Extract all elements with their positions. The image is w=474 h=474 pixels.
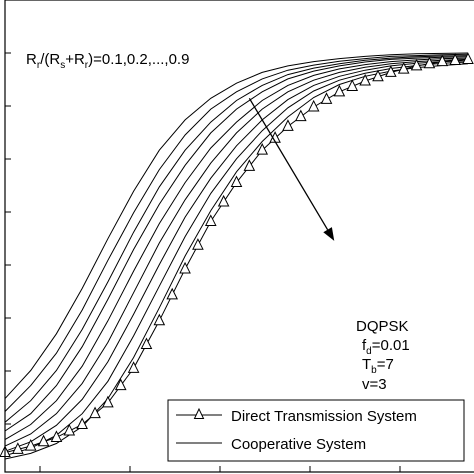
annotation-arrow: [248, 97, 329, 231]
direct-marker: [12, 442, 24, 454]
cooperative-curve: [4, 52, 469, 399]
param-v: v=3: [362, 376, 387, 393]
direct-marker: [359, 73, 371, 86]
direct-marker: [294, 109, 307, 122]
legend-label-direct: Direct Transmission System: [231, 408, 417, 425]
axis-ticks: [5, 52, 401, 472]
direct-marker: [217, 194, 230, 207]
direct-marker: [282, 119, 294, 131]
direct-marker: [114, 378, 127, 391]
direct-marker: [204, 214, 217, 226]
direct-marker: [397, 62, 410, 74]
direct-marker: [153, 313, 166, 326]
direct-marker: [192, 238, 204, 250]
direct-marker: [256, 143, 269, 155]
cooperative-curve: [4, 58, 469, 447]
legend: Direct Transmission System Cooperative S…: [167, 399, 465, 462]
direct-marker: [423, 56, 436, 69]
cooperative-curve: [4, 57, 469, 441]
direct-marker: [436, 54, 449, 67]
direct-marker: [89, 406, 101, 419]
direct-marker: [37, 434, 50, 447]
legend-label-cooperative: Cooperative System: [231, 436, 366, 453]
direct-marker: [24, 438, 37, 451]
direct-marker: [230, 175, 243, 188]
direct-marker: [410, 58, 423, 71]
direct-marker: [385, 65, 397, 77]
direct-marker: [449, 53, 461, 66]
cooperative-curve: [4, 53, 469, 412]
annotation-arrow-head: [323, 227, 335, 241]
direct-marker: [76, 417, 88, 429]
direct-marker: [166, 287, 179, 300]
direct-marker: [63, 423, 76, 436]
cooperative-curve: [4, 56, 469, 432]
direct-marker: [346, 79, 359, 91]
cooperative-curve: [4, 55, 469, 423]
direct-marker: [307, 99, 320, 112]
param-tb: Tb=7: [362, 356, 394, 376]
direct-line: [4, 58, 469, 454]
param-modulation: DQPSK: [356, 318, 409, 335]
legend-box: [167, 399, 465, 462]
direct-marker: [50, 430, 63, 442]
direct-marker: [333, 84, 346, 97]
direct-marker: [179, 261, 191, 274]
direct-marker: [127, 361, 140, 373]
plot-frame: [4, 0, 474, 473]
cooperative-curves: [4, 52, 469, 460]
direct-marker: [140, 337, 153, 350]
direct-marker: [462, 52, 474, 64]
direct-marker: [320, 92, 333, 104]
direct-transmission-series: [0, 52, 474, 458]
cooperative-curve: [4, 61, 469, 457]
direct-marker: [372, 69, 384, 82]
ratio-annotation: Rr/(Rs+Rr)=0.1,0.2,...,0.9: [26, 51, 189, 71]
direct-marker: [102, 395, 114, 408]
param-doppler: fd=0.01: [362, 337, 410, 357]
legend-marker-triangle: [193, 407, 205, 419]
direct-marker: [243, 159, 256, 171]
